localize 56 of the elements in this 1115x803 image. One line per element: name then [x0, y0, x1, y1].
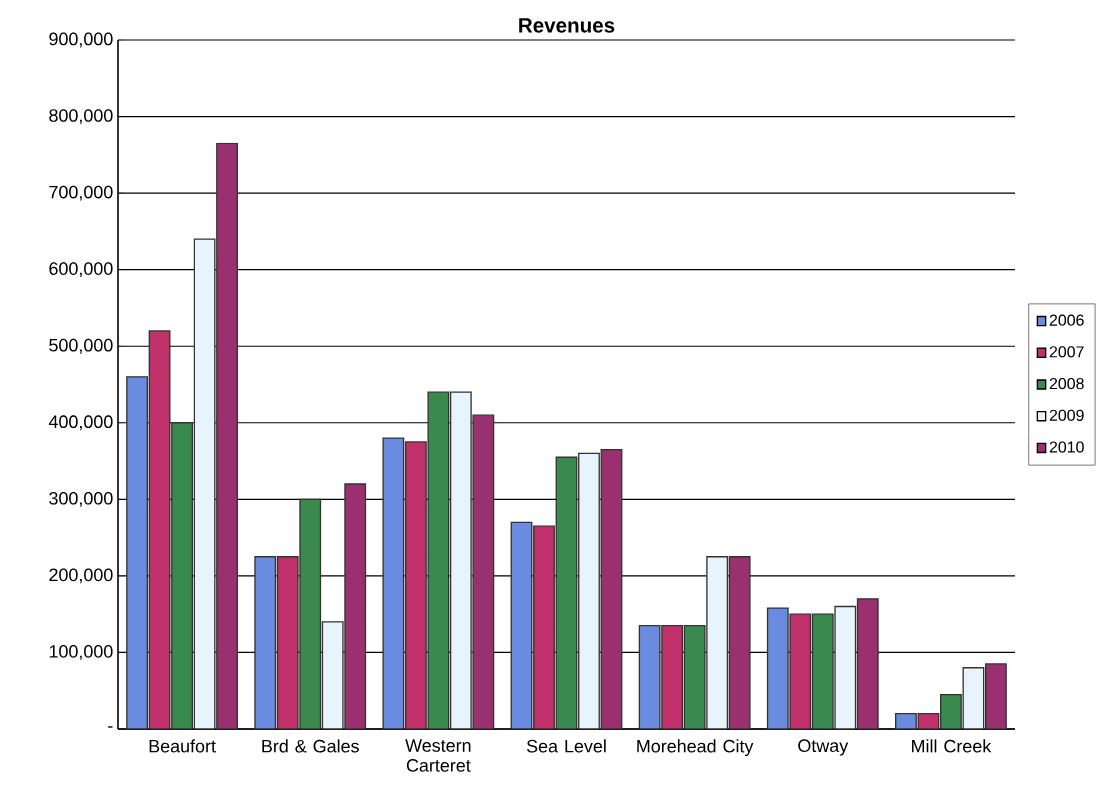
bar — [254, 556, 277, 729]
y-tick-label: 100,000 — [49, 645, 113, 660]
bar — [683, 624, 706, 729]
bar — [578, 452, 600, 729]
bar — [789, 613, 812, 729]
bar — [321, 621, 344, 729]
legend-label: 2009 — [1049, 409, 1084, 421]
bar — [216, 142, 238, 729]
y-tick-label: 700,000 — [49, 185, 113, 201]
chart-title: Revenues — [519, 18, 615, 33]
bar — [555, 456, 578, 729]
bar — [404, 441, 427, 729]
bar — [148, 330, 171, 729]
x-tick-label: Mill Creek — [912, 739, 992, 753]
legend-label: 2008 — [1049, 377, 1084, 390]
bar — [299, 498, 322, 729]
x-tick-label: Sea Level — [526, 739, 606, 753]
bar — [834, 605, 857, 729]
y-tick-label: 400,000 — [48, 415, 113, 431]
y-tick-label: - — [108, 726, 113, 728]
legend-label: 2006 — [1049, 314, 1084, 326]
bar — [382, 437, 405, 729]
bar — [126, 376, 148, 729]
bar — [510, 521, 533, 729]
legend-label: 2007 — [1049, 346, 1084, 358]
y-tick-label: 900,000 — [49, 32, 113, 48]
bar — [985, 663, 1007, 729]
bar — [856, 598, 879, 729]
x-tick-label: Morehead City — [637, 739, 754, 757]
bar — [940, 693, 962, 729]
bar — [600, 448, 623, 729]
y-tick-label: 600,000 — [49, 262, 113, 278]
bar — [449, 391, 472, 729]
bar — [638, 624, 661, 729]
bar — [427, 391, 450, 729]
bar — [766, 607, 789, 729]
bar — [811, 613, 834, 729]
bar — [728, 556, 751, 729]
y-tick-label: 500,000 — [49, 338, 113, 354]
y-tick-label: 800,000 — [49, 109, 113, 124]
y-tick-label: 300,000 — [49, 491, 113, 507]
bar — [193, 238, 216, 729]
bar — [706, 556, 729, 729]
bar — [962, 667, 985, 729]
bar — [661, 624, 684, 729]
x-tick-label: Brd & Gales — [262, 739, 359, 753]
x-tick-label: Western Carteret — [405, 739, 471, 772]
bar — [171, 422, 193, 729]
bar — [533, 525, 555, 729]
legend-label: 2010 — [1049, 441, 1084, 453]
x-tick-label: Otway — [798, 739, 849, 756]
bar — [344, 483, 367, 729]
bar — [472, 414, 495, 729]
y-tick-label: 200,000 — [49, 568, 113, 584]
x-tick-label: Beaufort — [149, 739, 216, 753]
bar — [276, 556, 299, 729]
